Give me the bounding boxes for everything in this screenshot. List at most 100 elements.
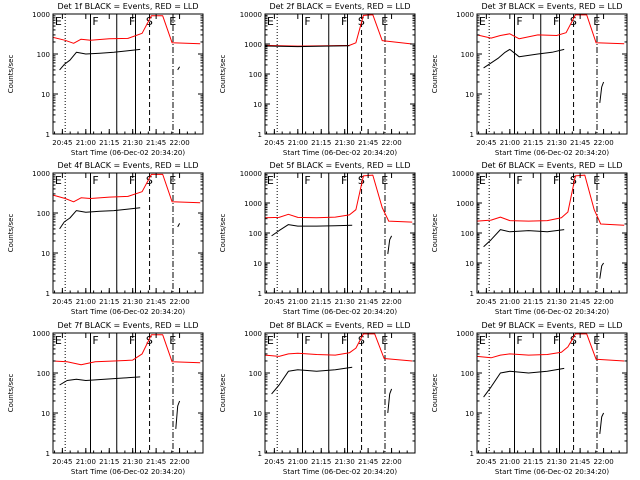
marker-label: E [381, 15, 388, 28]
y-tick-label: 10000 [240, 11, 262, 19]
marker-label: F [516, 334, 522, 347]
x-tick-label: 21:45 [570, 298, 590, 306]
lld-series-line [477, 333, 625, 362]
x-tick-label: 20:45 [476, 139, 496, 147]
marker-label: E [479, 15, 486, 28]
x-tick-label: 21:45 [358, 298, 378, 306]
x-tick-label: 21:45 [570, 139, 590, 147]
panel-det-1: Det 1f BLACK = Events, RED = LLD Counts/s… [7, 2, 204, 157]
panel-title: Det 6f BLACK = Events, RED = LLD [481, 161, 622, 170]
y-axis-label: Counts/sec [219, 374, 227, 413]
x-axis-label: Start Time (06-Dec-02 20:34:20) [71, 468, 185, 476]
events-series-line [59, 48, 141, 71]
x-tick-label: 21:30 [547, 139, 567, 147]
y-tick-label: 100 [461, 230, 474, 238]
panel-title: Det 3f BLACK = Events, RED = LLD [481, 2, 622, 11]
x-tick-label: 21:00 [500, 458, 520, 466]
panel-det-9: Det 9f BLACK = Events, RED = LLD Counts/s… [431, 321, 628, 476]
y-tick-label: 1 [470, 131, 474, 139]
plot-frame [52, 332, 204, 454]
marker-label: E [169, 15, 176, 28]
y-tick-label: 100 [461, 370, 474, 378]
marker-label: F [553, 174, 559, 187]
marker-label: S [570, 334, 577, 347]
y-tick-label: 100 [37, 370, 50, 378]
y-axis-label: Counts/sec [219, 55, 227, 94]
lld-series-line [53, 334, 201, 366]
x-axis-label: Start Time (06-Dec-02 20:34:20) [283, 468, 397, 476]
x-tick-label: 22:00 [381, 298, 401, 306]
panel-title: Det 5f BLACK = Events, RED = LLD [269, 161, 410, 170]
x-axis-label: Start Time (06-Dec-02 20:34:20) [283, 308, 397, 316]
y-tick-label: 10000 [240, 170, 262, 178]
marker-label: E [55, 15, 62, 28]
x-tick-label: 22:00 [381, 139, 401, 147]
x-axis-label: Start Time (06-Dec-02 20:34:20) [283, 149, 397, 157]
y-tick-label: 1 [46, 131, 50, 139]
y-tick-label: 1000 [244, 200, 262, 208]
panel-title: Det 9f BLACK = Events, RED = LLD [481, 321, 622, 330]
marker-label: F [129, 334, 135, 347]
lld-series-line [477, 174, 625, 226]
x-tick-label: 21:15 [523, 139, 543, 147]
marker-label: F [304, 174, 310, 187]
panel-title: Det 2f BLACK = Events, RED = LLD [269, 2, 410, 11]
x-tick-label: 21:00 [288, 458, 308, 466]
marker-label: F [304, 15, 310, 28]
x-tick-label: 21:45 [358, 139, 378, 147]
marker-label: E [479, 174, 486, 187]
events-series-line [483, 48, 565, 69]
x-tick-label: 21:15 [311, 298, 331, 306]
x-tick-label: 21:30 [335, 139, 355, 147]
marker-label: F [129, 15, 135, 28]
events-series-line [599, 412, 605, 434]
x-tick-label: 22:00 [593, 458, 613, 466]
events-series-line [59, 376, 141, 386]
x-tick-label: 21:45 [146, 139, 166, 147]
x-tick-label: 21:00 [288, 139, 308, 147]
lld-series-line [265, 333, 413, 362]
x-tick-label: 21:45 [570, 458, 590, 466]
x-tick-label: 21:00 [288, 298, 308, 306]
x-tick-label: 20:45 [264, 458, 284, 466]
y-tick-label: 10000 [452, 170, 474, 178]
marker-label: S [570, 174, 577, 187]
y-axis-label: Counts/sec [7, 214, 15, 253]
x-tick-label: 21:15 [311, 139, 331, 147]
y-tick-label: 1 [258, 131, 262, 139]
marker-label: E [169, 334, 176, 347]
x-tick-label: 21:00 [76, 298, 96, 306]
x-tick-label: 21:15 [523, 298, 543, 306]
x-tick-label: 20:45 [52, 298, 72, 306]
marker-label: E [593, 174, 600, 187]
y-tick-label: 10 [253, 410, 262, 418]
marker-label: E [267, 334, 274, 347]
panel-det-8: Det 8f BLACK = Events, RED = LLD Counts/s… [219, 321, 416, 476]
lld-series-line [53, 15, 201, 45]
x-tick-label: 21:30 [335, 298, 355, 306]
x-tick-label: 21:30 [123, 298, 143, 306]
x-axis-label: Start Time (06-Dec-02 20:34:20) [495, 308, 609, 316]
y-tick-label: 1000 [456, 200, 474, 208]
x-tick-label: 20:45 [264, 139, 284, 147]
x-tick-label: 22:00 [593, 139, 613, 147]
plot-frame [52, 13, 204, 135]
panel-det-2: Det 2f BLACK = Events, RED = LLD Counts/s… [219, 2, 416, 157]
marker-label: F [553, 334, 559, 347]
y-tick-label: 100 [37, 210, 50, 218]
panel-det-7: Det 7f BLACK = Events, RED = LLD Counts/s… [7, 321, 204, 476]
y-tick-label: 1 [470, 450, 474, 458]
panel-title: Det 8f BLACK = Events, RED = LLD [269, 321, 410, 330]
events-series-line [387, 235, 393, 255]
events-series-line [59, 207, 141, 230]
y-axis-label: Counts/sec [7, 374, 15, 413]
x-tick-label: 21:30 [123, 458, 143, 466]
marker-label: E [267, 174, 274, 187]
x-axis-label: Start Time (06-Dec-02 20:34:20) [495, 149, 609, 157]
x-tick-label: 21:00 [500, 139, 520, 147]
y-tick-label: 1 [46, 450, 50, 458]
marker-label: S [146, 15, 153, 28]
x-tick-label: 22:00 [169, 298, 189, 306]
y-tick-label: 1000 [32, 170, 50, 178]
